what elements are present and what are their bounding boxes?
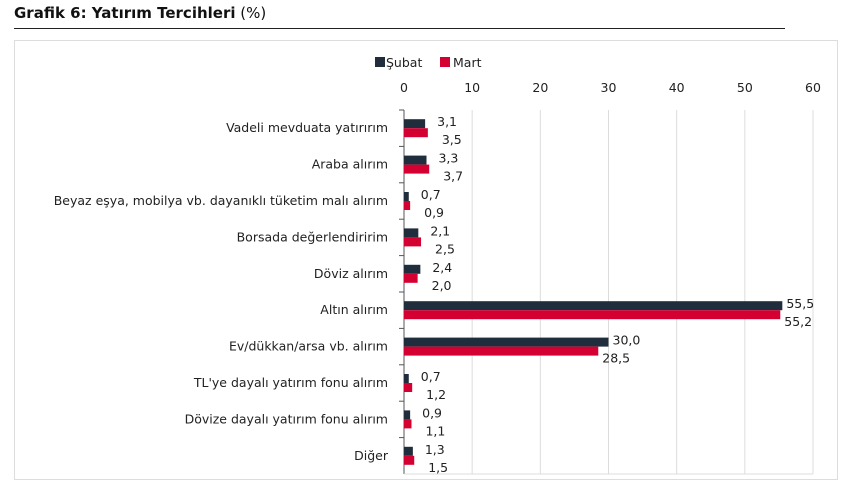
category-label: Araba alırım <box>312 157 388 172</box>
data-label: 2,4 <box>432 260 452 275</box>
bar-subat <box>404 155 427 165</box>
title-main: Grafik 6: Yatırım Tercihleri <box>14 4 236 22</box>
data-label: 2,5 <box>435 241 455 256</box>
x-tick-label: 0 <box>400 80 408 95</box>
legend-swatch-mart <box>440 57 450 67</box>
title-rule <box>14 28 785 29</box>
category-label: Beyaz eşya, mobilya vb. dayanıklı tüketi… <box>54 193 388 208</box>
category-label: Diğer <box>354 448 389 463</box>
bar-subat <box>404 337 609 347</box>
chart-frame <box>14 40 838 480</box>
bar-subat <box>404 446 413 456</box>
legend-label-mart: Mart <box>453 55 482 70</box>
bar-mart <box>404 383 413 392</box>
bar-subat <box>404 119 426 129</box>
bar-mart <box>404 310 781 320</box>
data-label: 1,1 <box>425 423 445 438</box>
category-label: Vadeli mevduata yatırırım <box>226 120 388 135</box>
data-label: 0,7 <box>421 369 441 384</box>
bar-mart <box>404 237 422 247</box>
bar-subat <box>404 301 783 311</box>
data-label: 1,5 <box>428 460 448 475</box>
data-label: 3,7 <box>443 169 463 184</box>
data-label: 0,9 <box>424 205 444 220</box>
data-label: 2,1 <box>430 223 450 238</box>
data-label: 0,9 <box>422 405 442 420</box>
x-tick-label: 30 <box>601 80 617 95</box>
x-tick-label: 50 <box>737 80 753 95</box>
bar-mart <box>404 201 411 210</box>
bar-subat <box>404 264 421 274</box>
x-tick-label: 20 <box>532 80 548 95</box>
category-label: TL'ye dayalı yatırım fonu alırım <box>193 375 388 390</box>
x-tick-label: 10 <box>464 80 480 95</box>
data-label: 2,0 <box>432 278 452 293</box>
bar-mart <box>404 128 428 138</box>
data-label: 3,1 <box>437 114 457 129</box>
x-tick-label: 40 <box>669 80 685 95</box>
bar-subat <box>404 410 411 420</box>
data-label: 1,2 <box>426 387 446 402</box>
data-label: 1,3 <box>425 442 445 457</box>
legend-label-subat: Şubat <box>386 55 422 70</box>
bar-subat <box>404 228 419 238</box>
bar-mart <box>404 273 418 283</box>
category-label: Ev/dükkan/arsa vb. alırım <box>229 339 388 354</box>
chart-title: Grafik 6: Yatırım Tercihleri (%) <box>14 4 266 22</box>
category-label: Dövize dayalı yatırım fonu alırım <box>185 411 388 426</box>
bar-mart <box>404 455 415 465</box>
x-tick-label: 60 <box>805 80 821 95</box>
data-label: 55,5 <box>786 296 814 311</box>
data-label: 28,5 <box>602 351 630 366</box>
bar-mart <box>404 164 430 174</box>
data-label: 0,7 <box>421 187 441 202</box>
category-label: Altın alırım <box>320 302 388 317</box>
bar-mart <box>404 346 599 356</box>
category-label: Borsada değerlendiririm <box>237 229 388 244</box>
bar-subat <box>404 192 409 201</box>
bar-subat <box>404 374 409 383</box>
title-unit: (%) <box>240 4 267 22</box>
data-label: 3,3 <box>438 151 458 166</box>
data-label: 3,5 <box>442 132 462 147</box>
legend-swatch-subat <box>375 57 385 67</box>
category-label: Döviz alırım <box>314 266 388 281</box>
bar-mart <box>404 419 412 429</box>
data-label: 55,2 <box>784 314 812 329</box>
data-label: 30,0 <box>613 333 641 348</box>
